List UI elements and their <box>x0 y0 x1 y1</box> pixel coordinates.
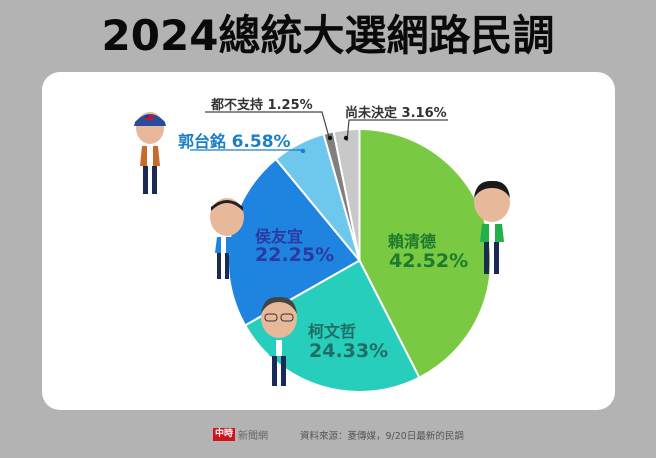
source-logo: 中時 新聞網 <box>213 427 269 442</box>
label-none: 都不支持 1.25% <box>211 98 313 113</box>
avatar-ko <box>261 296 297 386</box>
label-hou-name: 侯友宜 <box>255 227 304 246</box>
leader-dot <box>300 148 306 154</box>
source-note: 資料來源：菱傳媒，9/20日最新的民調 <box>300 431 464 442</box>
label-lai-name: 賴清德 <box>388 232 437 251</box>
leader-dot <box>343 135 349 141</box>
leader-line <box>346 119 448 142</box>
avatar-gou <box>134 112 166 194</box>
label-gou: 郭台銘 6.58% <box>178 132 291 152</box>
label-hou-value: 22.25% <box>255 244 335 266</box>
label-ko-name: 柯文哲 <box>308 322 357 341</box>
leader-dot <box>327 135 333 141</box>
label-lai-value: 42.52% <box>389 250 469 272</box>
logo-mark: 中時 <box>213 427 236 441</box>
label-ko-value: 24.33% <box>309 340 389 362</box>
avatar-lai <box>474 180 510 274</box>
pie-slice-1 <box>243 259 421 393</box>
chart-title: 2024總統大選網路民調 <box>101 11 555 60</box>
leader-line <box>205 111 330 138</box>
label-undecided: 尚未決定 3.16% <box>345 106 447 121</box>
logo-text: 新聞網 <box>238 430 269 442</box>
avatar-hou <box>210 198 244 279</box>
pie-slice-2 <box>227 157 362 327</box>
pie-slice-5 <box>332 127 361 261</box>
